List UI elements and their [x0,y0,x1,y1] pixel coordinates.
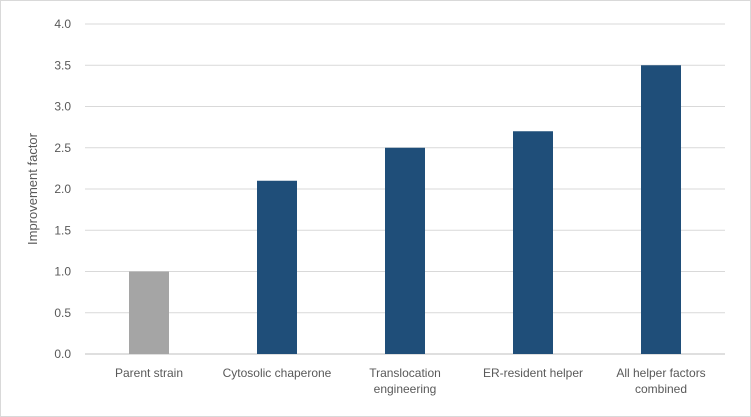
y-axis-title: Improvement factor [25,132,40,245]
y-tick-label: 1.0 [54,265,71,279]
y-tick-label: 3.5 [54,58,71,72]
y-tick-label: 3.0 [54,100,71,114]
x-category-label: Cytosolic chaperone [223,366,332,380]
y-tick-labels: 0.0 0.5 1.0 1.5 2.0 2.5 3.0 3.5 4.0 [54,17,71,361]
y-tick-label: 0.0 [54,347,71,361]
bar [257,180,297,354]
bar [385,147,425,354]
y-tick-label: 2.5 [54,141,71,155]
x-category-label: All helper factors combined [616,366,705,396]
y-tick-label: 4.0 [54,17,71,31]
x-category-label: Parent strain [115,366,183,380]
x-category-labels: Parent strain Cytosolic chaperone Transloc… [115,366,706,396]
x-category-label: Translocation engineering [369,366,441,396]
bar [513,131,553,354]
bar [129,271,169,354]
bars [129,65,681,354]
bar [641,65,681,354]
y-tick-label: 0.5 [54,306,71,320]
x-category-label: ER-resident helper [483,366,583,380]
y-tick-label: 2.0 [54,182,71,196]
y-tick-label: 1.5 [54,223,71,237]
